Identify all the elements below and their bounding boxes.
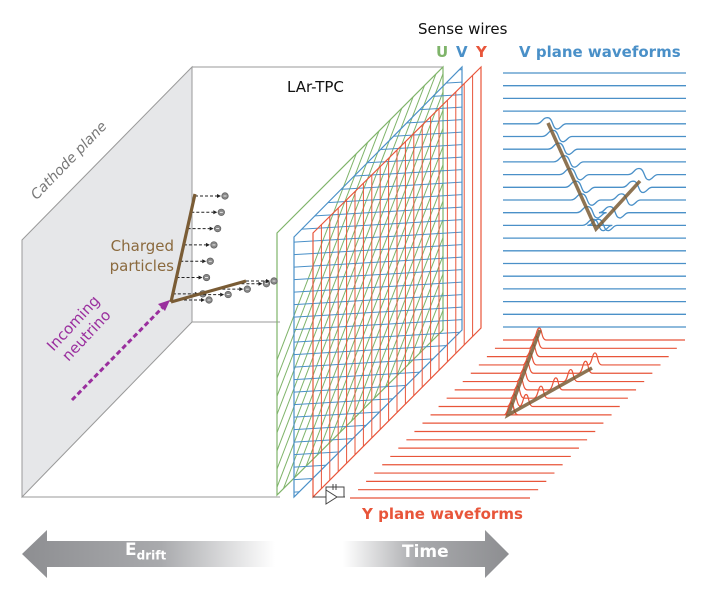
u-wire [459, 40, 659, 560]
y-waveform-line [462, 368, 645, 383]
v-waveform-line [503, 167, 686, 181]
drift-arrowhead [213, 210, 218, 215]
u-wire [487, 40, 687, 560]
u-wire [480, 40, 680, 560]
e-drift-arrow [22, 530, 275, 578]
e-drift-main: E [125, 540, 137, 560]
y-waveform-line [478, 352, 661, 366]
u-wire [277, 67, 443, 495]
neutrino-arrowhead [158, 300, 170, 311]
charged-particle-track [169, 193, 197, 303]
y-plane-wires [313, 67, 481, 497]
e-drift-sub: drift [136, 548, 167, 563]
time-label: Time [402, 542, 449, 562]
u-wire [501, 40, 701, 560]
y-waveform-line [470, 360, 653, 374]
u-wire [536, 40, 720, 560]
v-plane-frame [293, 65, 463, 499]
e-drift-label: Edrift [125, 540, 166, 562]
v-wire [294, 443, 462, 456]
u-wire [277, 67, 436, 495]
u-wire [494, 40, 694, 560]
drift-arrowhead [220, 292, 225, 297]
u-wire [466, 40, 666, 560]
v-waveform-line [503, 142, 686, 155]
u-wire [550, 40, 720, 560]
v-waveform-line [503, 155, 686, 168]
v-wire [294, 468, 462, 481]
v-wire [294, 105, 462, 119]
drift-arrowhead [202, 259, 207, 264]
lar-tpc-label: LAr-TPC [287, 78, 344, 96]
v-wire [294, 130, 462, 144]
y-waveform-line [446, 385, 628, 399]
plane-v-label: V [456, 43, 468, 61]
u-wire [557, 40, 720, 560]
drift-arrowhead [258, 281, 263, 286]
u-wire [437, 67, 443, 495]
drift-arrowhead [205, 242, 210, 247]
v-wire [294, 480, 462, 494]
v-waveform-line [503, 180, 686, 194]
y-plane-waveforms-label: Y plane waveforms [362, 505, 523, 523]
y-waveform-line [494, 335, 677, 349]
neutrino-path [70, 304, 166, 402]
charged-particles-label: Charged particles [109, 237, 174, 275]
y-plane-frame [312, 65, 482, 499]
u-wire [430, 67, 443, 495]
drift-arrowhead [198, 275, 203, 280]
amplifier-icon [313, 484, 345, 505]
v-waveform-line [503, 129, 686, 143]
drift-arrowhead [201, 298, 205, 302]
drift-arrowhead [217, 194, 221, 198]
u-wire [508, 40, 708, 560]
u-wire [473, 40, 673, 560]
plane-u-label: U [436, 43, 449, 61]
drift-arrowhead [239, 287, 244, 292]
v-wire [294, 493, 462, 497]
drift-arrowhead [209, 226, 214, 231]
v-wire [294, 67, 462, 69]
u-wire [543, 40, 720, 560]
y-plane-track [504, 329, 593, 419]
v-waveform-line [503, 117, 686, 130]
u-plane-frame [276, 65, 444, 497]
v-plane-waveforms-label: V plane waveforms [519, 43, 681, 61]
u-wire [277, 67, 443, 495]
v-waveform-line [503, 206, 686, 219]
y-waveform-line [486, 344, 669, 358]
v-waveform-line [503, 193, 686, 206]
y-waveform-line [454, 377, 637, 391]
u-wire [277, 67, 429, 495]
sense-wires-label: Sense wires [418, 20, 508, 38]
time-arrow [343, 530, 509, 578]
u-wire [529, 40, 720, 560]
u-plane-wires [277, 40, 720, 560]
y-waveform-line [503, 327, 685, 341]
u-wire [452, 40, 652, 560]
drift-arrowhead [266, 279, 270, 283]
u-wire [522, 40, 720, 560]
plane-y-label: Y [476, 43, 487, 61]
v-wire [294, 118, 462, 131]
u-wire [423, 67, 443, 495]
charged-particle-track [170, 279, 247, 304]
v-plane-track [546, 122, 642, 233]
